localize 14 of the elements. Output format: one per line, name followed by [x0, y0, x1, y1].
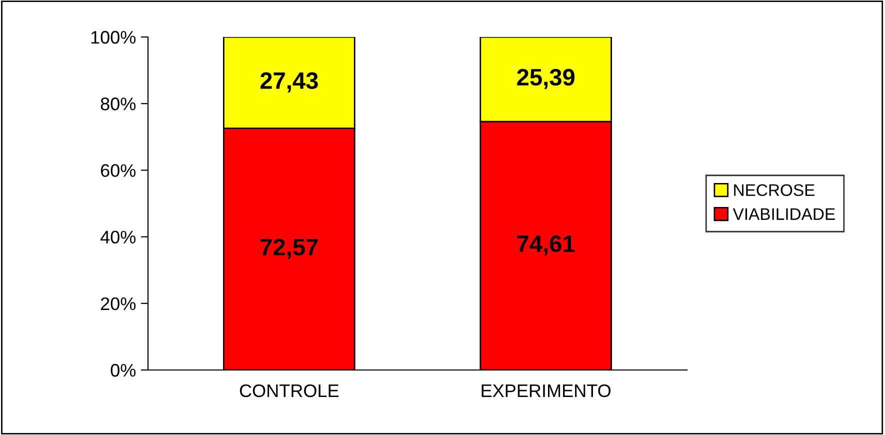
data-label: 72,57 — [260, 238, 318, 259]
y-tick-label: 60% — [100, 164, 136, 177]
legend-label: VIABILIDADE — [732, 208, 835, 220]
y-tick-label: 100% — [91, 30, 136, 44]
legend-label: NECROSE — [734, 184, 814, 196]
y-tick-label: 20% — [100, 297, 136, 310]
y-tick-label: 40% — [100, 230, 136, 244]
y-tick-label: 0% — [110, 364, 136, 377]
x-tick-label: EXPERIMENTO — [482, 384, 611, 398]
x-tick-label: CONTROLE — [240, 384, 339, 398]
y-tick-label: 80% — [100, 98, 136, 110]
data-label: 25,39 — [517, 68, 575, 90]
data-label: 74,61 — [517, 235, 575, 256]
data-label: 27,43 — [260, 72, 318, 92]
